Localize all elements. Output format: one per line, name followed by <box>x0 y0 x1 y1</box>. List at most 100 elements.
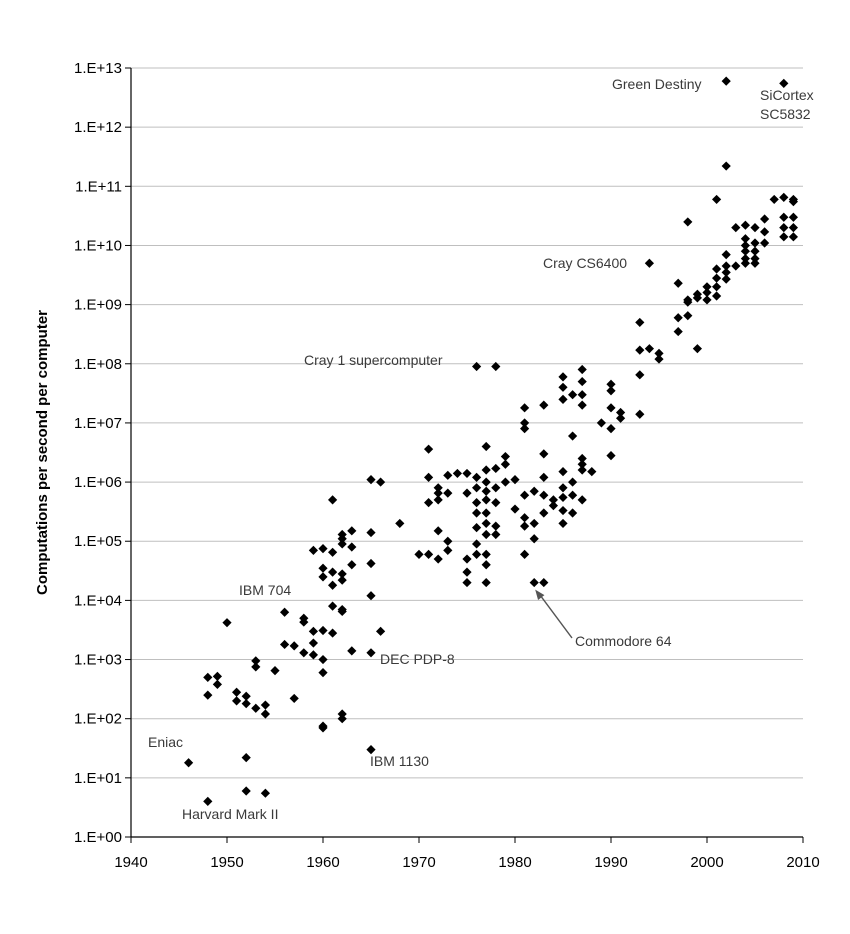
data-point <box>232 696 242 706</box>
data-point <box>750 223 760 233</box>
data-point <box>683 297 693 307</box>
data-point <box>740 220 750 230</box>
annotation-sicortex: SiCortex <box>760 87 814 103</box>
data-point <box>788 232 798 242</box>
data-point <box>472 497 482 508</box>
data-point <box>731 223 741 233</box>
data-point <box>712 194 722 205</box>
x-tick-label: 1940 <box>114 854 147 871</box>
data-point <box>673 313 683 323</box>
data-point <box>462 567 472 577</box>
y-tick-label: 1.E+05 <box>74 533 122 550</box>
data-point <box>558 505 568 516</box>
data-point <box>529 577 539 588</box>
data-point <box>539 508 549 518</box>
data-point <box>520 490 530 500</box>
data-point <box>433 488 443 498</box>
data-point <box>481 577 491 588</box>
data-point <box>212 679 222 689</box>
x-tick-label: 1960 <box>306 854 339 871</box>
data-point <box>481 477 491 487</box>
data-point <box>452 468 462 479</box>
data-point <box>481 508 491 518</box>
data-point <box>328 580 338 590</box>
x-tick-label: 1990 <box>594 854 627 871</box>
y-tick-label: 1.E+02 <box>74 711 122 728</box>
data-point <box>366 475 376 485</box>
annotation-eniac: Eniac <box>148 734 183 750</box>
data-point <box>260 788 270 798</box>
data-point <box>750 246 760 256</box>
data-point <box>558 483 568 493</box>
data-point <box>606 386 616 396</box>
data-point <box>424 497 434 508</box>
data-point <box>289 693 299 704</box>
data-point <box>692 344 702 354</box>
data-point <box>308 650 318 660</box>
data-point <box>788 212 798 222</box>
data-point <box>347 526 357 536</box>
data-point <box>644 258 654 268</box>
data-point <box>318 654 328 665</box>
x-tick-label: 1970 <box>402 854 435 871</box>
data-point <box>443 488 453 498</box>
data-point <box>318 668 328 678</box>
data-point <box>760 227 770 237</box>
annotation-commodore-64: Commodore 64 <box>575 633 672 649</box>
data-point <box>558 492 568 503</box>
y-tick-label: 1.E+08 <box>74 356 122 373</box>
data-point <box>750 258 760 268</box>
data-point <box>376 477 386 487</box>
data-point <box>635 317 645 328</box>
data-point <box>308 626 318 636</box>
data-point <box>491 483 501 493</box>
data-point <box>529 518 539 529</box>
data-point <box>548 495 558 505</box>
y-tick-label: 1.E+06 <box>74 474 122 491</box>
data-point <box>577 364 587 375</box>
data-point <box>366 745 376 755</box>
data-point <box>568 477 578 487</box>
data-point <box>318 723 328 733</box>
y-tick-label: 1.E+11 <box>75 178 122 195</box>
data-point <box>683 311 693 321</box>
data-point <box>212 671 222 681</box>
data-point <box>443 545 453 555</box>
y-tick-label: 1.E+07 <box>74 415 122 432</box>
data-point <box>577 459 587 469</box>
data-point <box>337 575 347 585</box>
y-tick-label: 1.E+01 <box>74 770 122 787</box>
data-point <box>241 698 251 709</box>
annotation-ibm-704: IBM 704 <box>239 582 291 598</box>
data-point <box>328 628 338 638</box>
data-point <box>481 486 491 496</box>
data-point <box>529 486 539 496</box>
data-point <box>251 656 261 666</box>
data-point <box>712 282 722 292</box>
data-point <box>337 709 347 719</box>
data-point <box>481 529 491 540</box>
data-point <box>673 326 683 337</box>
data-point <box>721 250 731 260</box>
data-point <box>472 522 482 533</box>
data-point <box>779 212 789 222</box>
data-point <box>577 390 587 400</box>
data-point <box>635 345 645 355</box>
data-point <box>510 504 520 514</box>
annotation-ibm-1130: IBM 1130 <box>370 753 429 769</box>
data-point <box>328 547 338 557</box>
data-point <box>433 483 443 493</box>
data-point <box>472 549 482 559</box>
data-point <box>481 441 491 452</box>
data-point <box>251 662 261 672</box>
data-point <box>539 472 549 482</box>
data-point <box>558 467 568 477</box>
data-point <box>548 501 558 511</box>
data-point <box>472 539 482 549</box>
data-point <box>539 577 549 588</box>
data-point <box>491 529 501 540</box>
data-point <box>203 690 213 700</box>
data-point <box>539 490 549 500</box>
data-point <box>481 465 491 475</box>
data-point <box>500 477 510 487</box>
